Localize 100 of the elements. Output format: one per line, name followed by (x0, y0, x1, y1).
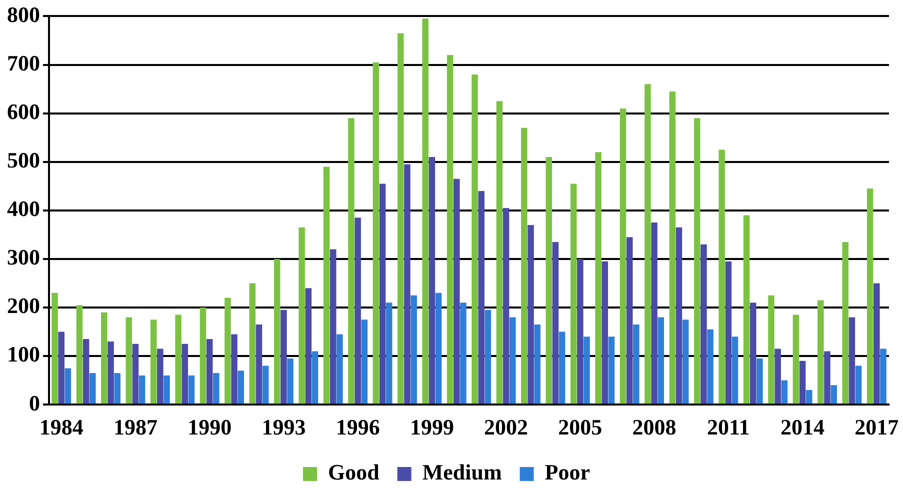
bar (842, 242, 848, 404)
y-tick-label: 500 (7, 148, 40, 173)
bar (90, 373, 96, 404)
bar (528, 224, 534, 404)
bar (707, 329, 714, 404)
bar (138, 375, 146, 404)
bar (182, 344, 188, 404)
bar (502, 208, 510, 404)
bar (682, 320, 689, 404)
bar (848, 317, 856, 404)
x-tick-label: 1987 (113, 414, 158, 440)
bar (126, 317, 132, 404)
bar (305, 288, 312, 404)
bar (818, 300, 824, 404)
bar (76, 305, 83, 404)
bar (718, 150, 725, 404)
bar (379, 184, 386, 404)
x-tick-label: 1990 (188, 414, 232, 440)
bar (330, 249, 336, 404)
bar (256, 324, 262, 404)
x-tick-label: 2008 (632, 414, 676, 440)
bar (398, 33, 404, 404)
bar (446, 55, 454, 404)
bar (472, 74, 478, 404)
bar (354, 218, 361, 404)
bar (213, 373, 220, 404)
bar (435, 292, 442, 404)
x-tick-label: 2017 (854, 414, 899, 440)
bar (312, 351, 318, 404)
bar (552, 242, 559, 404)
bar (422, 18, 428, 404)
bar (238, 370, 244, 404)
bar (768, 295, 774, 404)
bar (806, 390, 812, 404)
bar (298, 227, 305, 404)
y-tick-label: 700 (7, 50, 40, 76)
bar (372, 62, 380, 404)
bar (570, 184, 577, 404)
bar (58, 332, 64, 404)
bar (280, 310, 287, 404)
bar (323, 166, 330, 404)
bar (694, 118, 700, 404)
y-tick-label: 300 (7, 244, 40, 270)
bar (132, 344, 139, 404)
bar (460, 302, 466, 404)
bar (361, 320, 368, 404)
x-tick-label: 2005 (558, 414, 602, 440)
y-tick-label: 600 (7, 98, 40, 124)
bar (231, 334, 238, 404)
bar (52, 292, 58, 404)
bar (669, 91, 676, 404)
bar (830, 385, 837, 404)
x-tick-label: 1996 (336, 414, 380, 440)
bar (608, 336, 615, 404)
x-tick-label: 2014 (780, 414, 825, 440)
bar (496, 101, 503, 404)
bar (478, 190, 484, 404)
bar (644, 84, 651, 404)
bar (866, 188, 874, 404)
bar (262, 366, 269, 404)
bar (595, 152, 602, 404)
legend-label: Medium (422, 460, 502, 485)
bar (348, 118, 354, 404)
bar (274, 258, 280, 404)
bar (510, 317, 516, 404)
bar (64, 368, 72, 404)
bar (224, 298, 231, 404)
bar (157, 348, 164, 404)
bar (249, 283, 256, 404)
bar (114, 373, 120, 404)
bar (454, 178, 460, 404)
x-tick-label: 1984 (39, 414, 84, 440)
bar (792, 314, 800, 404)
bar (546, 156, 552, 404)
bar (82, 339, 90, 404)
legend-label: Poor (544, 460, 590, 485)
bar (164, 375, 170, 404)
bar (410, 295, 417, 404)
bar (824, 351, 830, 404)
bar (521, 128, 528, 404)
bar (150, 320, 157, 404)
bar (626, 237, 633, 404)
y-tick-label: 0 (29, 390, 40, 416)
bar (428, 156, 436, 404)
bar (633, 324, 640, 404)
bar (200, 308, 206, 404)
x-tick-label: 2002 (484, 414, 528, 440)
bar (206, 339, 213, 404)
bar (287, 358, 294, 404)
bar (336, 334, 343, 404)
bar (781, 380, 788, 404)
legend-label: Good (328, 460, 380, 485)
bar (756, 358, 763, 404)
bar (743, 215, 750, 404)
bar (558, 332, 566, 404)
bar (700, 244, 707, 404)
bar (620, 108, 626, 404)
bar (108, 341, 114, 404)
bar (386, 302, 392, 404)
bar (188, 375, 195, 404)
